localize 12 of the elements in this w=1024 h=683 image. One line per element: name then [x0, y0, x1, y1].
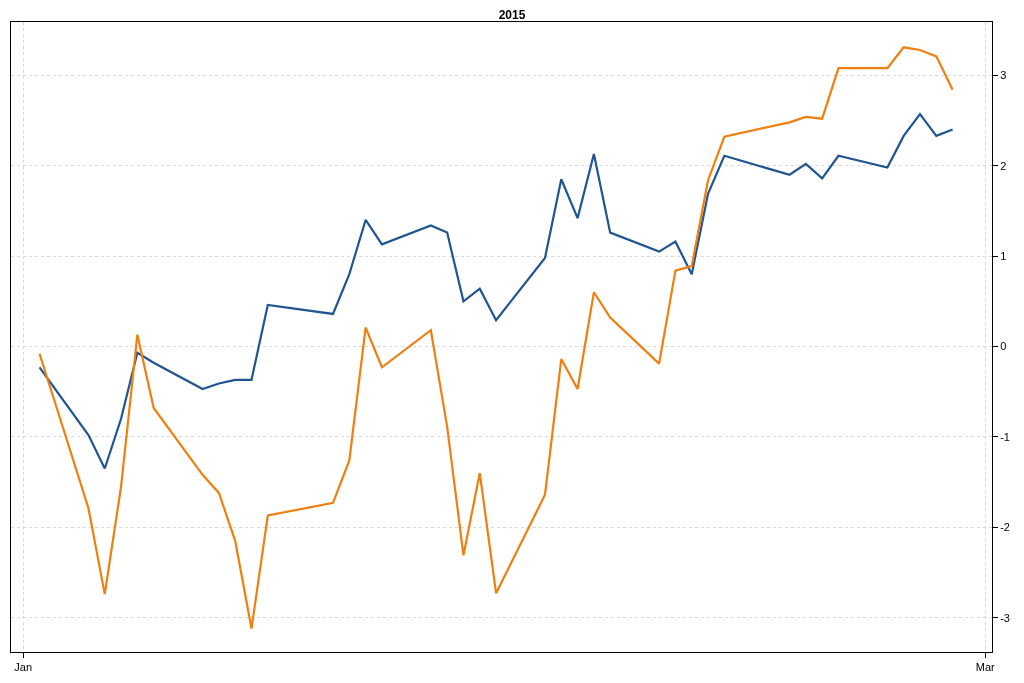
- y-tick-label: -2: [1000, 521, 1010, 534]
- y-tick-label: 0: [1000, 340, 1007, 353]
- y-tick-label: 2: [1000, 159, 1007, 172]
- line-series: [38, 46, 954, 630]
- y-tick-label: 3: [1000, 69, 1007, 82]
- chart-title: 2015: [498, 7, 526, 22]
- x-tick-label: Mar: [975, 661, 996, 674]
- x-tick-label: Jan: [14, 661, 33, 674]
- y-tick-label: -3: [1000, 611, 1010, 624]
- y-tick-label: -1: [1000, 430, 1010, 443]
- line-series: [38, 113, 954, 470]
- y-tick-label: 1: [1000, 249, 1007, 262]
